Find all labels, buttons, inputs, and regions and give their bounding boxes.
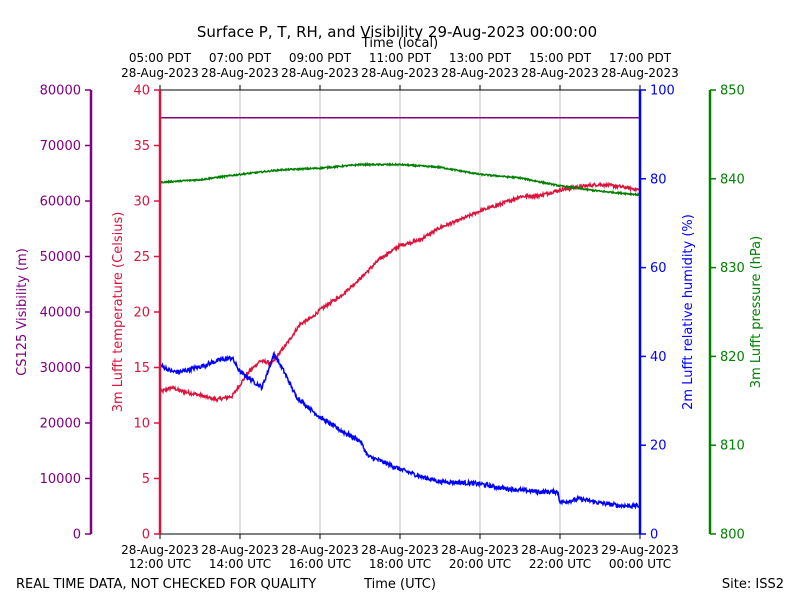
vis-tick-label: 80000 [40, 84, 81, 99]
top-tick-date: 28-Aug-2023 [521, 66, 599, 80]
top-tick-time: 07:00 PDT [209, 51, 272, 65]
pres-tick-label: 840 [720, 172, 745, 187]
temp-tick-label: 25 [133, 250, 150, 265]
pres-tick-label: 810 [720, 439, 745, 454]
x-tick-time: 12:00 UTC [129, 557, 191, 571]
top-tick-time: 09:00 PDT [289, 51, 352, 65]
x-tick-date: 28-Aug-2023 [201, 543, 279, 557]
vis-tick-label: 20000 [40, 417, 81, 432]
x-tick-date: 28-Aug-2023 [121, 543, 199, 557]
x-tick-time: 14:00 UTC [209, 557, 271, 571]
vis-tick-label: 60000 [40, 195, 81, 210]
x-tick-time: 18:00 UTC [369, 557, 431, 571]
top-tick-time: 17:00 PDT [609, 51, 672, 65]
site-label: Site: ISS2 [722, 577, 784, 592]
top-tick-date: 28-Aug-2023 [601, 66, 679, 80]
top-tick-date: 28-Aug-2023 [201, 66, 279, 80]
rh-tick-label: 60 [650, 261, 667, 276]
pres-tick-label: 800 [720, 528, 745, 543]
series-line-temp [159, 181, 641, 404]
chart-title: Surface P, T, RH, and Visibility 29-Aug-… [197, 23, 597, 41]
plot-series [159, 117, 641, 510]
x-tick-time: 22:00 UTC [529, 557, 591, 571]
temp-tick-label: 5 [142, 472, 150, 487]
vis-tick-label: 0 [73, 528, 81, 543]
pres-tick-label: 820 [720, 350, 745, 365]
series-line-rh [159, 350, 641, 510]
vis-tick-label: 70000 [40, 139, 81, 154]
rh-tick-label: 80 [650, 172, 667, 187]
temp-tick-label: 30 [133, 195, 150, 210]
x-tick-date: 28-Aug-2023 [361, 543, 439, 557]
top-tick-date: 28-Aug-2023 [441, 66, 519, 80]
rh-tick-label: 100 [650, 84, 675, 99]
pres-axis-label: 3m Lufft pressure (hPa) [749, 236, 764, 388]
top-axis-label: Time (local) [361, 36, 438, 51]
temp-tick-label: 40 [133, 84, 150, 99]
temp-axis-label: 3m Lufft temperature (Celsius) [111, 212, 126, 413]
vis-tick-label: 30000 [40, 361, 81, 376]
top-tick-time: 13:00 PDT [449, 51, 512, 65]
rh-axis-label: 2m Lufft relative humidity (%) [681, 214, 696, 410]
x-tick-time: 00:00 UTC [609, 557, 671, 571]
pres-tick-label: 830 [720, 261, 745, 276]
x-tick-time: 20:00 UTC [449, 557, 511, 571]
rh-tick-label: 40 [650, 350, 667, 365]
temp-tick-label: 15 [133, 361, 150, 376]
footer-note: REAL TIME DATA, NOT CHECKED FOR QUALITY [16, 577, 316, 592]
pres-tick-label: 850 [720, 84, 745, 99]
top-tick-time: 05:00 PDT [129, 51, 192, 65]
top-tick-time: 11:00 PDT [369, 51, 432, 65]
rh-tick-label: 0 [650, 528, 658, 543]
top-tick-time: 15:00 PDT [529, 51, 592, 65]
vis-axis-label: CS125 Visibility (m) [15, 248, 30, 376]
top-tick-date: 28-Aug-2023 [361, 66, 439, 80]
vis-tick-label: 50000 [40, 250, 81, 265]
vis-tick-label: 10000 [40, 472, 81, 487]
series-line-pres [159, 161, 641, 197]
vis-tick-label: 40000 [40, 306, 81, 321]
rh-tick-label: 20 [650, 439, 667, 454]
temp-tick-label: 10 [133, 417, 150, 432]
x-tick-date: 28-Aug-2023 [281, 543, 359, 557]
x-axis-label: Time (UTC) [363, 577, 436, 592]
top-tick-date: 28-Aug-2023 [121, 66, 199, 80]
x-tick-date: 28-Aug-2023 [521, 543, 599, 557]
x-tick-date: 29-Aug-2023 [601, 543, 679, 557]
temp-tick-label: 0 [142, 528, 150, 543]
x-tick-date: 28-Aug-2023 [441, 543, 519, 557]
temp-tick-label: 35 [133, 139, 150, 154]
top-tick-date: 28-Aug-2023 [281, 66, 359, 80]
temp-tick-label: 20 [133, 306, 150, 321]
x-tick-time: 16:00 UTC [289, 557, 351, 571]
